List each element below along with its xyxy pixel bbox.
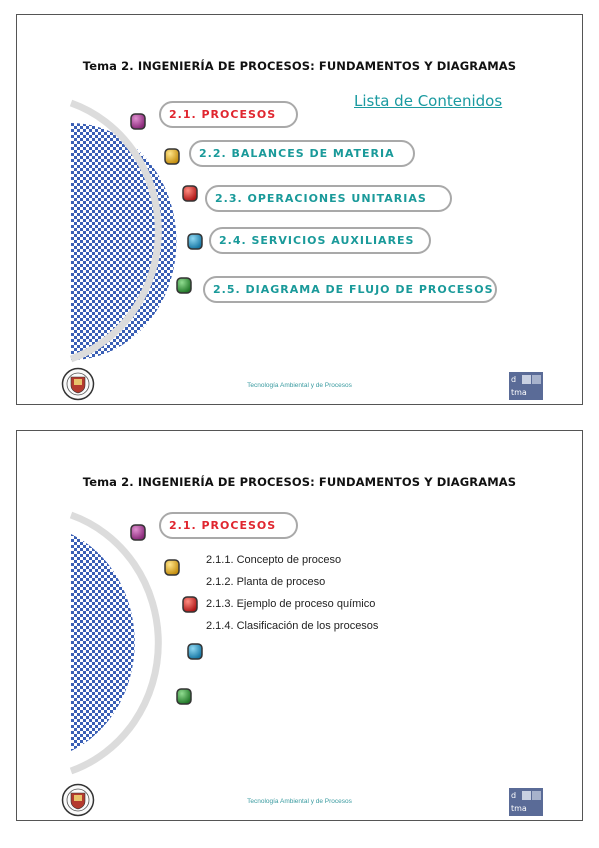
footer-text: Tecnología Ambiental y de Procesos [247,798,352,805]
bullet-blue-icon [187,233,203,250]
grey-arc [69,511,162,775]
checker-half-disc [71,534,135,751]
menu-item-servicios[interactable]: 2.4. SERVICIOS AUXILIARES [209,227,431,254]
bullet-purple-icon [130,524,146,541]
decorative-arc-graphic [69,511,203,775]
slide-procesos: Tema 2. INGENIERÍA DE PROCESOS: FUNDAMEN… [16,430,583,821]
menu-item-diagrama[interactable]: 2.5. DIAGRAMA DE FLUJO DE PROCESOS [203,276,497,303]
menu-item-procesos[interactable]: 2.1. PROCESOS [159,101,298,128]
bullet-yellow-icon [164,148,180,165]
slide-title: Tema 2. INGENIERÍA DE PROCESOS: FUNDAMEN… [82,59,517,73]
slide-title: Tema 2. INGENIERÍA DE PROCESOS: FUNDAMEN… [82,475,517,489]
subitem-clasificacion[interactable]: 2.1.4. Clasificación de los procesos [206,620,379,632]
subitem-ejemplo[interactable]: 2.1.3. Ejemplo de proceso químico [206,598,376,610]
bullet-green-icon [176,277,192,294]
bullet-green-icon [176,688,192,705]
menu-item-operaciones[interactable]: 2.3. OPERACIONES UNITARIAS [205,185,452,212]
university-seal-icon [61,783,95,817]
menu-item-balances[interactable]: 2.2. BALANCES DE MATERIA [189,140,415,167]
subitem-concepto[interactable]: 2.1.1. Concepto de proceso [206,554,342,566]
bullet-red-icon [182,596,198,613]
grey-arc [69,99,162,363]
diqtma-logo: d tma [509,788,543,816]
subitem-planta[interactable]: 2.1.2. Planta de proceso [206,576,326,588]
contents-list-link[interactable]: Lista de Contenidos [354,92,503,110]
footer-text: Tecnología Ambiental y de Procesos [247,382,352,389]
diqtma-logo: d tma [509,372,543,400]
slide-contents: Tema 2. INGENIERÍA DE PROCESOS: FUNDAMEN… [16,14,583,405]
bullet-purple-icon [130,113,146,130]
section-title-procesos: 2.1. PROCESOS [159,512,298,539]
university-seal-icon [61,367,95,401]
bullet-blue-icon [187,643,203,660]
decorative-arc-graphic [69,99,203,363]
bullet-red-icon [182,185,198,202]
bullet-yellow-icon [164,559,180,576]
